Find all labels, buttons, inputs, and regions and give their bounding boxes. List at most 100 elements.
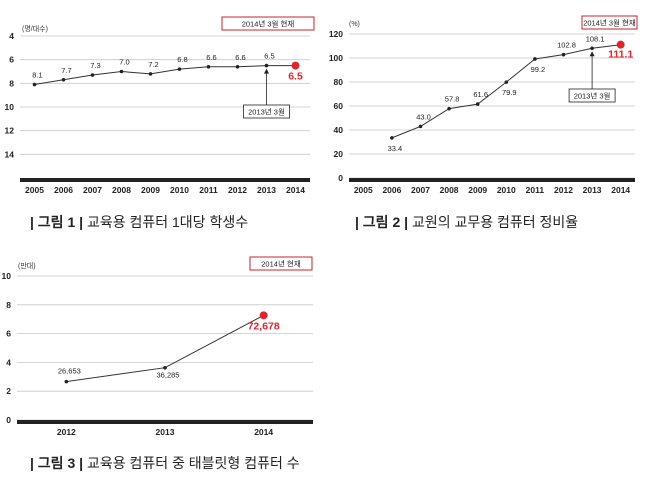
chart-1-x-tick-label: 2012 [228,185,247,195]
chart-1-y-tick-label: 4 [9,31,14,41]
chart-1-data-label: 7.7 [61,66,71,75]
chart-3-x-tick-label: 2012 [57,427,76,437]
chart-1-data-label: 6.8 [177,55,187,64]
figure-1-caption-text: 교육용 컴퓨터 1대당 학생수 [86,214,249,230]
chart-3-y-tick-label: 4 [6,357,11,367]
chart-1-data-point [264,63,269,68]
chart-2-data-point [504,80,509,84]
chart-1-x-axis [20,178,310,182]
chart-3-data-point [163,365,167,370]
chart-2-data-point [561,52,566,57]
chart-1-data-point [61,77,66,82]
chart-2-x-tick-label: 2010 [497,185,516,195]
chart-3-y-tick-label: 6 [6,329,11,339]
chart-3-data-label: 26,653 [58,367,81,376]
chart-3-badge-text: 2014년 현재 [261,259,301,269]
chart-2-data-label: 79.9 [502,88,517,97]
chart-1-x-tick-label: 2009 [141,185,160,195]
chart-3-highlight-point [259,311,268,320]
chart-3-x-tick-label: 2014 [254,427,273,437]
chart-3-y-tick-label: 0 [6,415,11,425]
chart-1-data-point [177,67,182,71]
chart-1-callout-arrow-head [264,68,269,74]
chart-1-x-tick-label: 2010 [170,185,189,195]
chart-2-data-point [418,124,423,129]
chart-2-highlight-label: 111.1 [608,49,633,61]
chart-3-data-point [64,379,69,384]
chart-3-y-tick-label: 2 [6,386,11,396]
chart-2-data-label: 57.8 [445,95,460,104]
chart-1-badge-text: 2014년 3월 현재 [242,19,295,29]
chart-3-tablet-count: (만대) 2014년 현재 0 2 4 6 8 10 2012 2013 2014 26,653 36,… [2,256,313,437]
figure-3-caption-text: 교육용 컴퓨터 중 태블릿형 컴퓨터 수 [86,455,300,471]
chart-1-data-label: 7.3 [90,61,100,70]
chart-2-data-label: 61.6 [473,90,488,99]
chart-2-x-tick-label: 2012 [554,185,573,195]
chart-3-badge-box [249,256,313,271]
chart-1-callout-box [243,104,290,119]
chart-3-x-axis [17,420,313,424]
chart-1-x-tick-label: 2013 [257,185,276,195]
chart-2-data-label: 43.0 [416,112,431,121]
chart-1-data-point [32,82,37,87]
figure-2-caption: | 그림 2 | 교원의 교무용 컴퓨터 정비율 [355,212,578,232]
chart-1-x-tick-label: 2007 [83,185,102,195]
figure-2-caption-prefix: | 그림 2 | [355,214,409,230]
chart-2-y-tick-label: 20 [334,149,344,159]
chart-2-data-point [390,136,394,140]
chart-1-data-point [90,73,95,77]
chart-1-y-tick-label: 6 [9,55,14,65]
chart-2-y-tick-label: 40 [334,125,344,135]
figure-1-panel: (명/대수) 2014년 3월 현재 4 6 8 10 12 14 2005 2006 2007 20… [0,0,325,240]
chart-1-data-point [206,64,211,69]
chart-3-x-tick-label: 2013 [156,427,175,437]
figure-3-caption: | 그림 3 | 교육용 컴퓨터 중 태블릿형 컴퓨터 수 [30,453,300,473]
chart-1-data-label: 7.2 [148,60,158,69]
chart-1-y-tick-label: 8 [9,78,14,88]
chart-2-y-tick-label: 80 [334,77,344,87]
figure-2-caption-text: 교원의 교무용 컴퓨터 정비율 [411,214,579,230]
chart-1-data-point [235,64,240,69]
chart-2-data-label: 108.1 [586,34,605,43]
figure-1-caption-prefix: | 그림 1 | [30,214,84,230]
chart-2-highlight-point [616,40,625,49]
chart-2-badge-text: 2014년 3월 현재 [583,18,636,28]
chart-2-callout-box [568,88,616,103]
chart-1-data-label: 7.0 [119,58,129,67]
chart-2-callout-arrow-head [589,51,595,57]
chart-1-x-tick-label: 2005 [25,185,44,195]
chart-2-data-label: 99.2 [531,65,546,74]
chart-1-data-label: 6.6 [235,53,245,62]
chart-1-data-label: 6.6 [206,53,216,62]
chart-1-y-tick-label: 14 [5,149,15,159]
chart-2-y-tick-label: 100 [329,53,343,63]
chart-1-callout-text: 2013년 3월 [248,107,285,117]
chart-2-x-tick-label: 2006 [382,185,401,195]
chart-1-highlight-point [291,61,300,70]
chart-2-data-point [475,102,480,106]
chart-2-callout-text: 2013년 3월 [574,91,611,101]
chart-2-x-tick-label: 2007 [411,185,430,195]
chart-2-badge-box [581,15,638,30]
chart-2-y-tick-label: 120 [329,29,343,39]
chart-1-data-label: 6.5 [264,52,274,61]
chart-1-y-tick-label: 12 [5,126,15,136]
chart-2-x-tick-label: 2011 [526,185,545,195]
chart-2-data-label: 102.8 [557,41,576,50]
chart-1-x-tick-label: 2006 [54,185,73,195]
chart-3-data-label: 36,285 [157,371,180,380]
chart-1-unit-label: (명/대수) [22,24,48,33]
chart-2-data-point [533,57,537,61]
chart-3-highlight-label: 72,678 [248,320,280,332]
chart-3-y-tick-label: 8 [6,300,11,310]
chart-2-x-axis [349,178,635,182]
chart-1-students-per-computer: (명/대수) 2014년 3월 현재 4 6 8 10 12 14 2005 2006 2007 20… [5,16,315,195]
chart-2-x-tick-label: 2008 [440,185,459,195]
chart-2-teacher-computer-rate: (%) 2014년 3월 현재 0 20 40 60 80 100 120 2005 2006 200… [329,15,638,195]
chart-2-x-tick-label: 2013 [583,185,602,195]
chart-1-series-line [34,65,296,85]
chart-2-y-tick-label: 0 [338,173,343,183]
chart-2-x-tick-label: 2005 [354,185,373,195]
chart-2-x-tick-label: 2009 [468,185,487,195]
chart-2-data-point [590,46,594,51]
